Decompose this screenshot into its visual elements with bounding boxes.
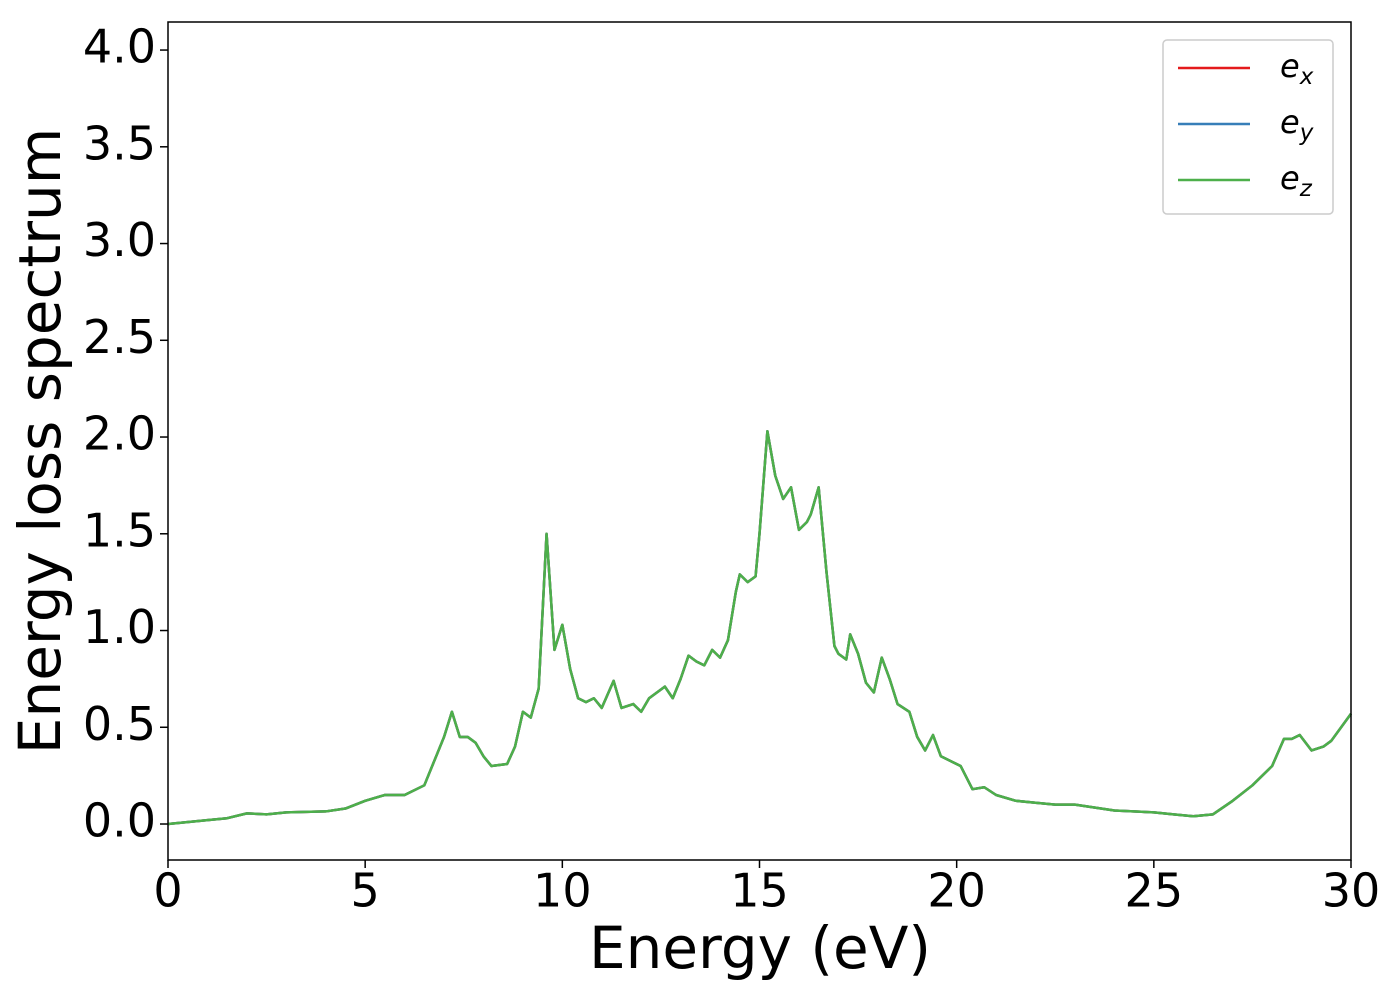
x-tick-label: 30 [1322, 864, 1381, 918]
y-axis-label: Energy loss spectrum [6, 128, 74, 754]
x-tick-label: 25 [1125, 864, 1184, 918]
legend-label: ey [1280, 103, 1314, 146]
x-axis-label: Energy (eV) [589, 914, 931, 982]
plot-frame [167, 21, 1352, 861]
series-line [167, 429, 1353, 826]
y-tick-label: 0.0 [83, 794, 156, 848]
y-tick-label: 3.5 [83, 116, 156, 170]
x-tick-label: 10 [533, 864, 592, 918]
x-tick-label: 20 [927, 864, 986, 918]
y-tick-label: 3.0 [83, 213, 156, 267]
y-tick-label: 2.5 [83, 310, 156, 364]
legend-label: ez [1280, 159, 1313, 202]
y-tick-label: 0.5 [83, 697, 156, 751]
y-tick-label: 1.0 [83, 600, 156, 654]
y-tick-label: 2.0 [83, 407, 156, 461]
legend-label: ex [1280, 47, 1314, 90]
series-line [167, 429, 1353, 826]
x-tick-label: 5 [351, 864, 380, 918]
series-line [167, 429, 1353, 826]
y-tick-label: 1.5 [83, 503, 156, 557]
legend: ex ey ez [1162, 39, 1334, 215]
x-tick-label: 15 [730, 864, 789, 918]
x-tick-label: 0 [153, 864, 182, 918]
legend-box [1162, 39, 1334, 215]
y-tick-label: 4.0 [83, 20, 156, 74]
